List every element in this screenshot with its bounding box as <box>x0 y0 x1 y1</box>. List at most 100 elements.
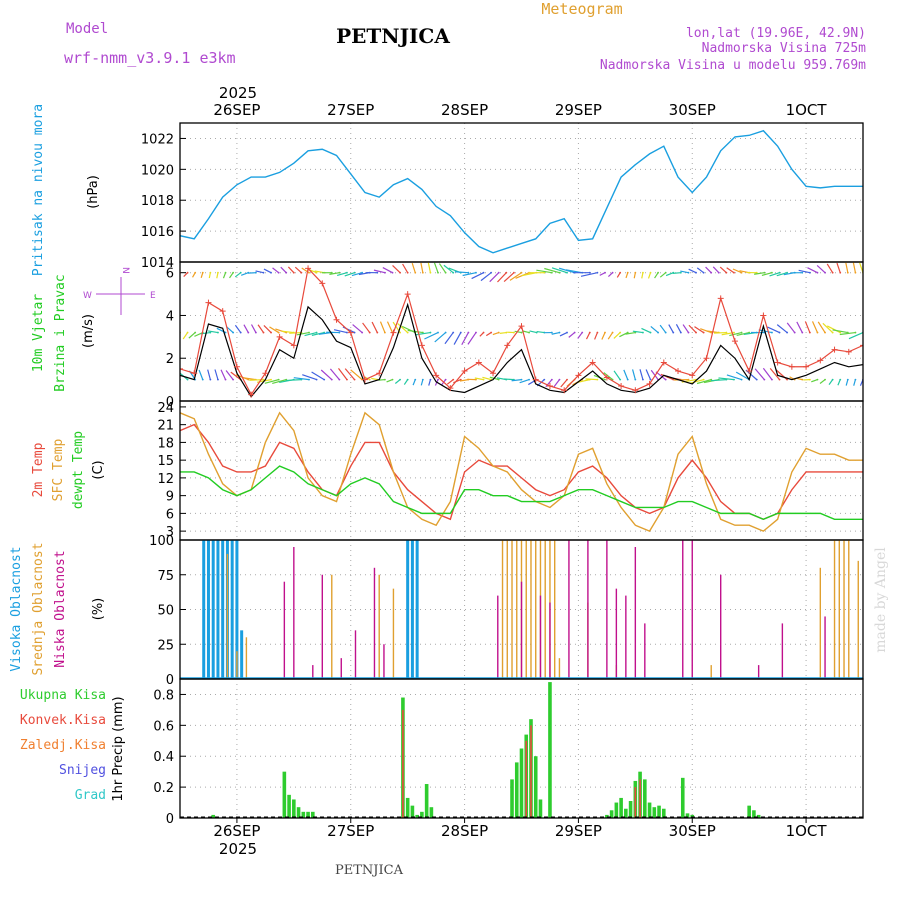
wind-arrow <box>559 332 568 337</box>
station-title: PETNJICA <box>336 24 450 48</box>
y-tick-label: 50 <box>157 604 174 619</box>
wind-arrow-head <box>429 378 432 381</box>
wind-arrow <box>816 265 826 274</box>
temp-unit: (C) <box>91 460 106 479</box>
meteogram-label: Meteogram <box>541 0 622 18</box>
wind-arrow <box>180 378 181 380</box>
wind-arrow-head <box>270 331 272 334</box>
wind-arrow-head <box>846 378 849 381</box>
wind-arrow <box>443 264 454 274</box>
wind-arrow <box>402 263 409 273</box>
wind-arrow <box>817 321 826 333</box>
wind-arrow <box>726 267 735 274</box>
wind-arrow <box>415 331 431 336</box>
wind-arrow-head <box>573 331 576 334</box>
wind-gust-point <box>233 363 240 370</box>
wind-arrow <box>371 321 378 333</box>
wind-arrow <box>511 379 522 382</box>
wind-arrow <box>568 332 576 338</box>
wind-arrow-head <box>490 331 493 334</box>
wind-arrow-head <box>346 331 348 334</box>
wind-arrow <box>229 272 234 279</box>
panel-frame <box>179 400 864 541</box>
wind-gust-point <box>305 265 312 272</box>
model-name: wrf-nmm_v3.9.1 e3km <box>64 49 236 67</box>
wind-arrow <box>776 272 788 277</box>
pressure-line <box>180 129 863 254</box>
wind-arrow-head <box>444 271 447 274</box>
wind-arrow-head <box>247 378 250 381</box>
wind-arrow-head <box>626 378 629 381</box>
precip-bar-conv <box>634 787 637 818</box>
wind-arrow-head <box>338 331 341 334</box>
wind-arrow <box>754 368 765 381</box>
wind-arrow <box>454 271 469 274</box>
precip-bar-total <box>652 807 657 818</box>
wind-arrow-head <box>186 271 189 274</box>
wind-gust-point <box>703 355 710 362</box>
precip-legend-snow: Snijeg <box>59 763 106 778</box>
wind-arrow-head <box>247 331 250 334</box>
wind-gust-point <box>319 280 326 287</box>
compass-e: E <box>150 291 156 301</box>
wind-arrow-head <box>482 378 485 381</box>
precip-bar-total <box>211 814 216 818</box>
top-day-label: 27SEP <box>327 101 374 119</box>
wind-arrow-head <box>801 271 804 274</box>
wind-arrow-head <box>217 331 219 334</box>
wind-arrow <box>668 324 674 333</box>
wind-arrow-head <box>649 271 652 274</box>
wind-arrow-head <box>444 331 447 334</box>
wind-arrow <box>625 331 636 335</box>
wind-gust-point <box>205 299 212 306</box>
y-tick-label: 0.4 <box>153 750 174 765</box>
wind-arrow <box>632 330 644 334</box>
wind-arrow <box>689 379 704 384</box>
wind-arrow <box>625 272 629 279</box>
wind-arrow <box>807 267 818 274</box>
wind-arrow <box>412 379 416 386</box>
wind-arrow <box>645 369 652 380</box>
wind-arrow-head <box>338 271 341 274</box>
wind-legend-1: 10m Vjetar <box>31 294 46 372</box>
wind-arrow <box>263 268 272 274</box>
precip-bar-total <box>533 756 538 818</box>
y-tick-label: 24 <box>157 401 174 416</box>
wind-arrow <box>352 324 363 334</box>
wind-arrow-head <box>368 378 371 381</box>
wind-arrow <box>585 378 598 381</box>
cloud-bar-high <box>240 630 244 679</box>
bottom-day-label: 1OCT <box>786 822 828 840</box>
wind-arrow-head <box>657 271 659 274</box>
wind-arrow-head <box>224 378 227 381</box>
y-tick-label: 0 <box>166 812 174 827</box>
wind-arrow-head <box>338 378 341 381</box>
wind-arrow <box>732 268 742 274</box>
wind-gust-point <box>845 348 852 355</box>
wind-arrow-head <box>687 271 690 274</box>
wind-arrow-head <box>497 378 500 381</box>
wind-arrow-head <box>771 271 773 274</box>
cloud-bar-high <box>221 540 225 679</box>
compass-w: W <box>83 291 92 301</box>
wind-arrow <box>264 379 279 384</box>
wind-arrow <box>796 321 803 333</box>
wind-gust-point <box>632 387 639 394</box>
wind-arrow <box>304 331 317 337</box>
wind-arrow-head <box>452 378 455 381</box>
wind-arrow-head <box>300 271 303 274</box>
wind-arrow-head <box>277 331 280 334</box>
wind-arrow <box>255 270 264 274</box>
bottom-day-label: 30SEP <box>669 822 716 840</box>
wind-arrow-head <box>315 378 318 381</box>
wind-arrow <box>220 369 227 380</box>
temp-legend-2m: 2m Temp <box>31 442 46 497</box>
wind-arrow-head <box>421 331 424 334</box>
wind-arrow-head <box>740 378 743 381</box>
wind-arrow-head <box>437 271 439 274</box>
precip-bar-total <box>619 797 623 818</box>
wind-gust-point <box>390 329 397 336</box>
wind-arrow <box>392 264 401 274</box>
wind-arrow <box>293 377 310 381</box>
wind-arrow-head <box>801 378 804 381</box>
